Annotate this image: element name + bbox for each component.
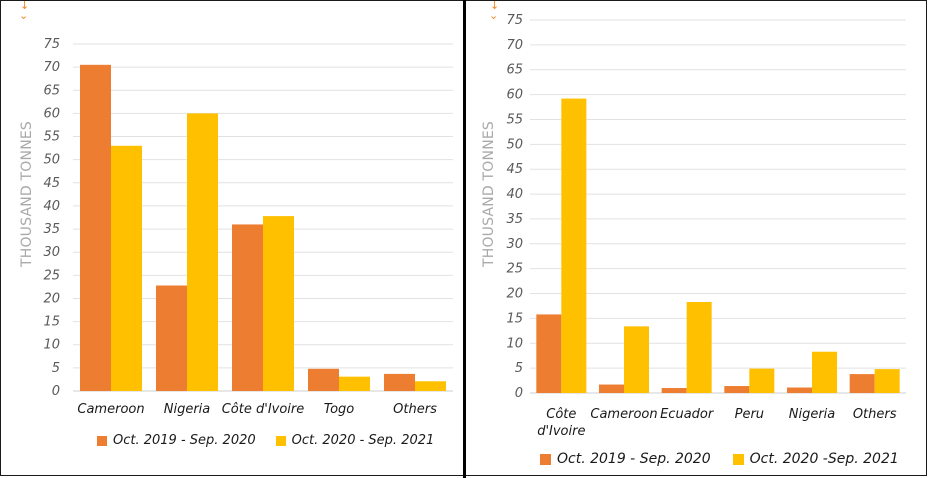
y-tick-label: 30: [506, 237, 523, 252]
y-tick-label: 40: [506, 187, 523, 202]
bar-series2: [624, 326, 649, 393]
y-tick-label: 15: [506, 311, 523, 326]
y-tick-label: 15: [43, 315, 60, 330]
chevron-down-icon: ⌄: [489, 9, 499, 22]
bar-series2: [263, 216, 294, 391]
y-tick-label: 20: [43, 291, 60, 306]
bar-series1: [599, 384, 624, 393]
x-category-label: Others: [853, 407, 897, 422]
bar-series1: [661, 388, 687, 393]
y-tick-label: 55: [506, 112, 523, 127]
y-tick-label: 20: [506, 287, 523, 302]
y-tick-label: 75: [43, 37, 60, 52]
x-category-label: Togo: [324, 402, 355, 417]
y-tick-label: 30: [43, 245, 60, 260]
y-tick-label: 0: [52, 384, 60, 399]
y-tick-label: 40: [43, 199, 60, 214]
y-tick-label: 25: [506, 262, 523, 277]
legend-label-series2: Oct. 2020 -Sep. 2021: [749, 451, 899, 467]
x-category-label: Others: [393, 402, 437, 417]
arrow-down-icon: ↓: [490, 0, 500, 12]
y-tick-label: 35: [506, 212, 523, 227]
x-category-label: Nigeria: [164, 402, 211, 417]
y-tick-label: 55: [43, 130, 60, 145]
y-tick-label: 45: [506, 162, 523, 177]
y-tick-label: 5: [515, 361, 523, 376]
y-tick-label: 45: [43, 176, 60, 191]
y-tick-label: 50: [43, 153, 60, 168]
chart-panel-right: ↓ ⌄ THOUSAND TONNES 0 5 10 15 20 25 30 35 40 45 50…: [466, 0, 927, 478]
x-category-label: Cameroon: [77, 402, 144, 417]
bar-series1: [849, 374, 875, 393]
y-tick-label: 50: [506, 137, 523, 152]
y-tick-label: 70: [506, 38, 523, 53]
bar-series1: [232, 224, 263, 391]
y-tick-label: 60: [506, 88, 523, 103]
legend-swatch-series1: [540, 453, 551, 465]
y-tick-label: 65: [506, 63, 523, 78]
y-tick-label: 10: [506, 336, 523, 351]
bar-series2: [415, 381, 446, 391]
bar-series2: [339, 376, 370, 391]
panel-divider: [463, 0, 466, 478]
bar-series1: [724, 386, 750, 393]
legend-label-series1: Oct. 2019 - Sep. 2020: [557, 451, 711, 467]
legend-label-series1: Oct. 2019 - Sep. 2020: [113, 433, 256, 448]
bar-series1: [156, 285, 187, 391]
arrow-down-icon: ↓: [20, 0, 30, 12]
legend-item-series1: Oct. 2019 - Sep. 2020: [540, 451, 711, 467]
y-tick-label: 35: [43, 222, 60, 237]
x-category-label: Côte: [546, 407, 576, 422]
y-tick-label: 0: [515, 386, 523, 401]
bar-series2: [111, 145, 142, 391]
bar-series2: [812, 351, 837, 393]
legend-item-series2: Oct. 2020 -Sep. 2021: [732, 451, 899, 467]
bar-series2: [874, 369, 900, 393]
bar-chart-right: 0 5 10 15 20 25 30 35 40 45 50 55 60 65 70 75 Côte d'Ivoi…: [506, 13, 906, 439]
bar-series2: [749, 368, 775, 393]
y-tick-label: 70: [43, 60, 60, 75]
legend-swatch-series2: [275, 435, 286, 446]
chart-panel-left: ↓ ⌄ THOUSAND TONNES 0 5 10 15 20 25 30 35 40 45 50…: [0, 0, 463, 478]
y-tick-label: 5: [52, 361, 60, 376]
x-category-label: d'Ivoire: [537, 424, 585, 439]
x-category-label: Cameroon: [590, 407, 657, 422]
y-tick-label: 75: [506, 13, 523, 28]
bar-series2: [686, 301, 712, 393]
legend-swatch-series1: [97, 435, 107, 446]
chevron-down-icon: ⌄: [19, 9, 29, 22]
x-category-label: Nigeria: [789, 407, 836, 422]
legend: Oct. 2019 - Sep. 2020 Oct. 2020 - Sep. 2…: [97, 433, 434, 448]
x-category-label: Côte d'Ivoire: [222, 402, 305, 417]
legend-swatch-series2: [732, 453, 744, 465]
bar-series1: [536, 314, 562, 393]
x-category-label: Peru: [735, 407, 764, 422]
bar-series1: [308, 368, 339, 391]
legend-item-series2: Oct. 2020 - Sep. 2021: [275, 433, 435, 448]
y-tick-label: 60: [43, 106, 60, 121]
legend-item-series1: Oct. 2019 - Sep. 2020: [97, 433, 256, 448]
bar-series1: [384, 373, 415, 391]
y-tick-label: 65: [43, 83, 60, 98]
bar-series1: [787, 387, 812, 393]
y-tick-label: 10: [43, 338, 60, 353]
x-category-label: Ecuador: [660, 407, 715, 422]
bar-chart-left: 0 5 10 15 20 25 30 35 40 45 50 55 60 65 70 75 Cameroon Ni…: [43, 37, 453, 417]
bar-series2: [187, 113, 218, 392]
bar-series1: [80, 64, 111, 391]
bar-series2: [561, 98, 587, 393]
legend: Oct. 2019 - Sep. 2020 Oct. 2020 -Sep. 20…: [540, 451, 899, 467]
y-tick-label: 25: [43, 268, 60, 283]
legend-label-series2: Oct. 2020 - Sep. 2021: [291, 433, 435, 448]
